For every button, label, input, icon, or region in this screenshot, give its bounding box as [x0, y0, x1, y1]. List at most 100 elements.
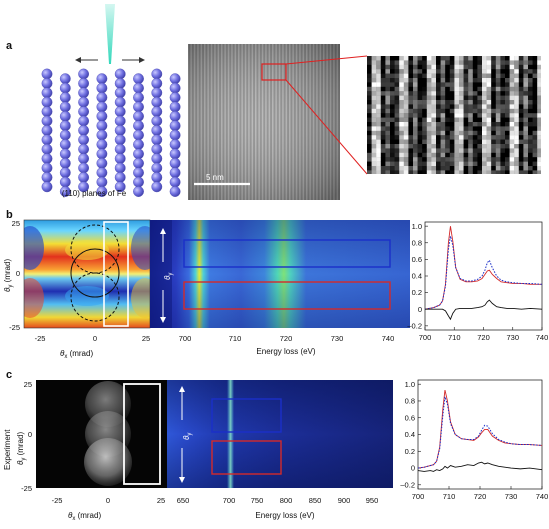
iron-atom: [41, 124, 53, 136]
iron-atom: [41, 106, 53, 118]
x-tick-label: 710: [443, 492, 456, 501]
iron-atom: [114, 134, 126, 146]
x-tick-label: 700: [419, 333, 432, 342]
b-map-xtick: 25: [142, 334, 150, 343]
iron-atom: [41, 181, 53, 193]
iron-atom: [59, 101, 71, 113]
atom-columns: [41, 68, 181, 197]
iron-atom: [151, 96, 163, 108]
b-spectrum-theta-label: θy: [163, 273, 174, 280]
iron-atom: [169, 186, 181, 197]
series-line-2: [417, 461, 543, 472]
iron-atom: [151, 134, 163, 146]
iron-atom: [78, 162, 90, 174]
c-row-label: Experiment: [3, 429, 12, 470]
iron-atom: [114, 124, 126, 136]
iron-atom: [96, 167, 108, 179]
c-map-ylabel: θy (mrad): [16, 432, 27, 465]
y-tick-label: 0.2: [412, 288, 422, 297]
iron-atom: [96, 176, 108, 188]
b-energy-axis: 700 710 720 730 740 Energy loss (eV): [179, 334, 395, 356]
iron-atom: [133, 167, 144, 179]
b-map-ylabel: θy (mrad): [3, 259, 14, 292]
panel-letter-b: b: [6, 209, 13, 221]
iron-atom: [78, 96, 90, 108]
iron-atom: [133, 139, 144, 150]
iron-atom: [41, 96, 53, 108]
iron-atom: [59, 186, 71, 197]
c-map-xtick: -25: [52, 496, 63, 505]
iron-atom: [169, 148, 181, 160]
iron-atom: [41, 153, 53, 165]
iron-atom: [169, 110, 181, 122]
iron-atom: [96, 120, 108, 132]
iron-atom: [114, 143, 126, 155]
series-line-2: [425, 299, 543, 321]
iron-atom: [169, 157, 181, 169]
iron-atom: [78, 143, 90, 155]
b-map-xtick: -25: [35, 334, 46, 343]
iron-atom: [114, 78, 126, 89]
iron-atom: [169, 73, 181, 85]
iron-atom: [96, 148, 108, 160]
b-map-xlabel: θx (mrad): [60, 349, 93, 360]
iron-atom: [96, 73, 108, 85]
iron-atom: [151, 171, 163, 183]
c-energy-tick: 750: [251, 496, 264, 505]
iron-atom: [41, 162, 53, 174]
iron-atom: [59, 92, 71, 103]
iron-atom: [151, 87, 163, 99]
iron-atom: [151, 115, 163, 127]
iron-atom: [59, 139, 71, 150]
iron-atom: [96, 129, 108, 141]
b-spin-down-box: [183, 281, 391, 310]
iron-atom: [96, 82, 108, 94]
c-angular-map: [36, 380, 167, 488]
b-spectrum-image: θy: [150, 220, 410, 328]
b-energy-tick: 700: [179, 334, 192, 343]
iron-atom: [41, 115, 53, 127]
iron-atom: [96, 157, 108, 169]
c-map-xlabel: θx (mrad): [68, 511, 101, 522]
c-energy-axis: 650 700 750 800 850 900 950 Energy loss …: [177, 496, 379, 520]
iron-atom: [151, 124, 163, 136]
iron-atom: [151, 181, 163, 193]
iron-atom: [151, 143, 163, 155]
panel-letter-c: c: [6, 369, 12, 381]
c-energy-tick: 650: [177, 496, 190, 505]
iron-atom: [78, 134, 90, 146]
iron-atom: [169, 101, 181, 113]
iron-atom: [133, 101, 144, 113]
iron-atom: [133, 186, 144, 197]
y-tick-label: 0: [411, 464, 415, 473]
b-disk-central: [70, 248, 120, 298]
iron-atom: [151, 106, 163, 118]
y-tick-label: 0.6: [405, 413, 415, 422]
c-aperture-box: [123, 383, 161, 485]
y-tick-label: 0.4: [412, 272, 422, 281]
y-tick-label: 0.8: [405, 397, 415, 406]
x-tick-label: 710: [448, 333, 461, 342]
iron-atom: [133, 157, 144, 169]
y-tick-label: 0.4: [405, 430, 415, 439]
c-energy-tick: 900: [338, 496, 351, 505]
iron-atom: [133, 129, 144, 141]
b-energy-tick: 740: [382, 334, 395, 343]
scale-bar-label: 5 nm: [206, 173, 224, 182]
c-map-ytick: 25: [24, 380, 32, 389]
iron-atom: [41, 171, 53, 183]
iron-atom: [96, 101, 108, 113]
x-tick-label: 700: [412, 492, 425, 501]
c-l3-edge-stripe: [227, 380, 234, 488]
iron-atom: [41, 143, 53, 155]
iron-atom: [59, 120, 71, 132]
c-disk-lower: [84, 438, 132, 486]
y-tick-label: 0.8: [412, 238, 422, 247]
atom-planes-caption: (110) planes of Fe: [62, 189, 127, 198]
x-tick-label: 740: [536, 492, 549, 501]
iron-atom: [114, 68, 126, 80]
c-energy-label: Energy loss (eV): [255, 511, 314, 520]
iron-atom: [78, 68, 90, 80]
iron-atom: [133, 176, 144, 188]
iron-atom: [59, 167, 71, 179]
